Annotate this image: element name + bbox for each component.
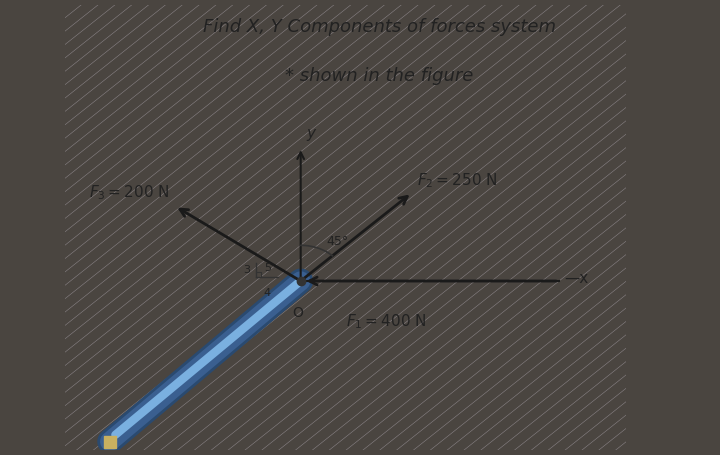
Text: 45°: 45°	[326, 235, 348, 248]
Text: —x: —x	[564, 271, 589, 286]
Text: 4: 4	[264, 288, 271, 298]
Text: $F_1 = 400$ N: $F_1 = 400$ N	[346, 312, 426, 331]
Text: O: O	[292, 306, 303, 319]
Text: 3: 3	[243, 265, 250, 275]
Text: $F_2 = 250$ N: $F_2 = 250$ N	[418, 172, 498, 191]
Text: $F_3 = 200$ N: $F_3 = 200$ N	[89, 183, 169, 202]
Text: 5: 5	[264, 263, 271, 273]
Text: y: y	[306, 126, 315, 141]
Text: * shown in the figure: * shown in the figure	[285, 67, 474, 85]
Text: Find X, Y Components of forces system: Find X, Y Components of forces system	[203, 18, 556, 36]
